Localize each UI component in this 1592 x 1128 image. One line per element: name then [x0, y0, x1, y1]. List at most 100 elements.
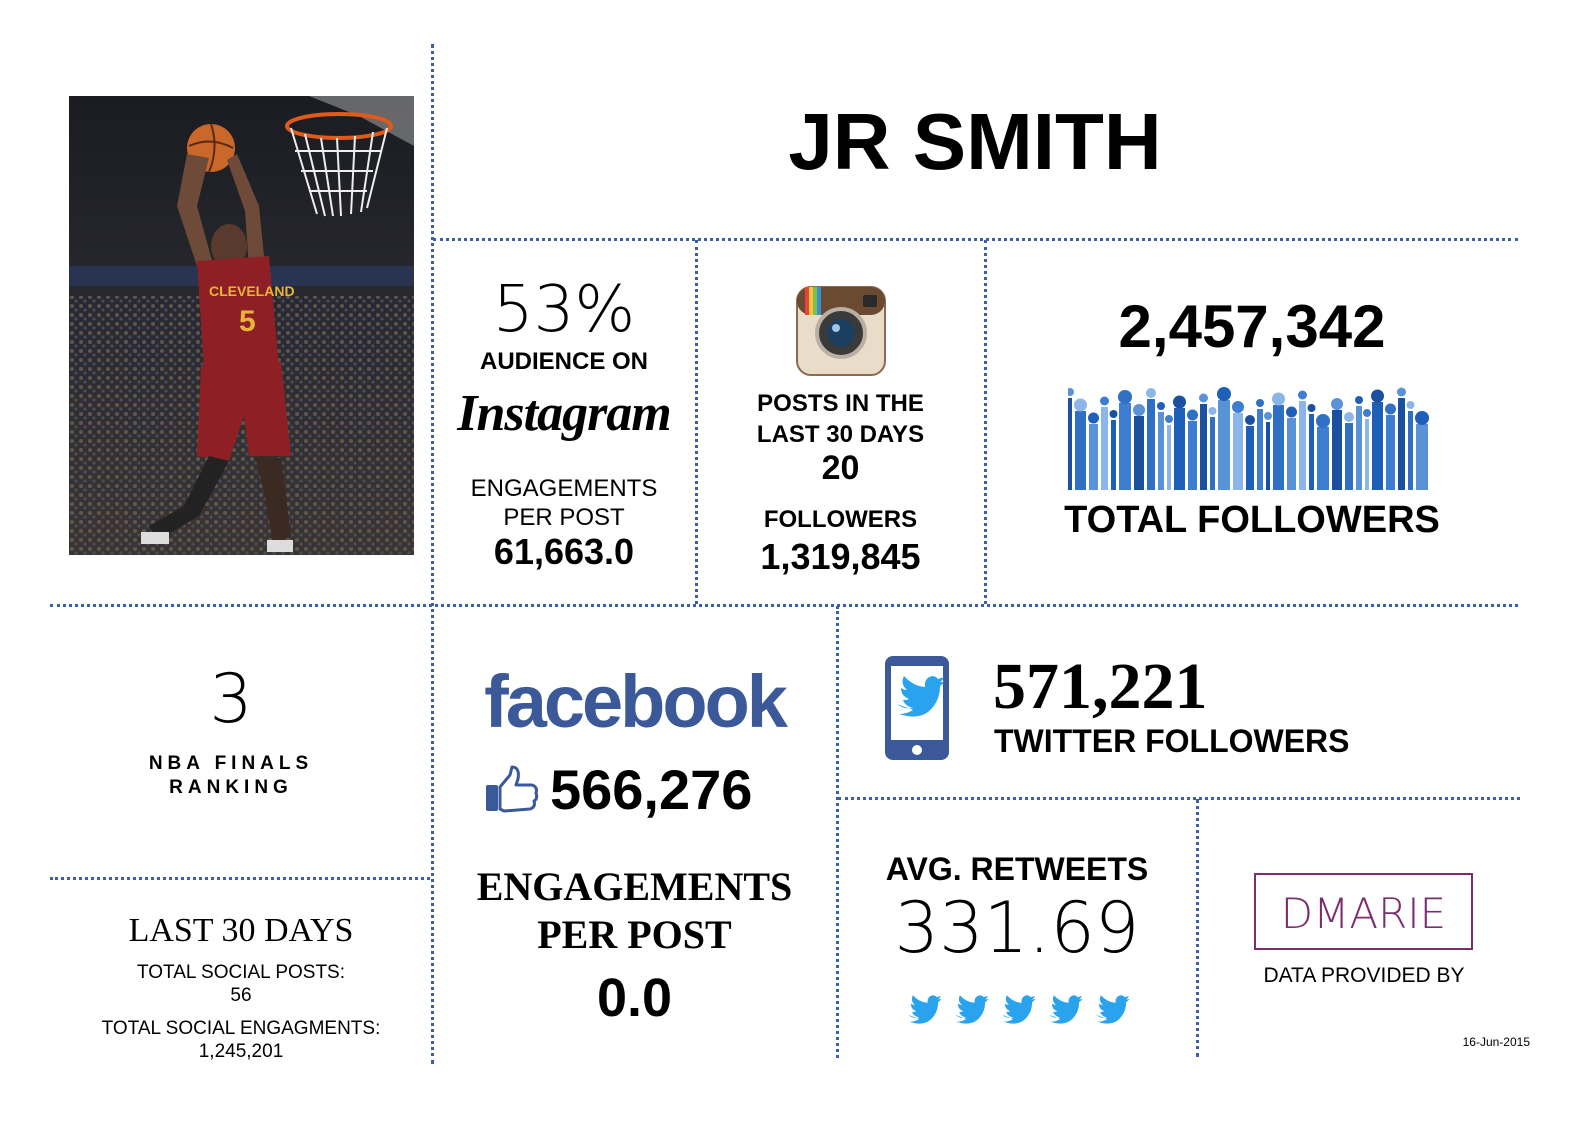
- label-line: LAST 30 DAYS: [756, 421, 925, 448]
- crowd-bar: [1266, 422, 1270, 490]
- crowd-bar: [1273, 405, 1284, 490]
- instagram-icon: [795, 285, 887, 377]
- label-line: NBA FINALS: [148, 753, 314, 774]
- divider: [431, 44, 434, 1064]
- label-line: PER POST: [537, 912, 732, 957]
- crowd-head: [1355, 396, 1363, 404]
- last30-posts-value: 56: [230, 985, 252, 1006]
- crowd-head: [1118, 390, 1132, 404]
- crowd-bar: [1068, 398, 1072, 490]
- crowd-head: [1165, 415, 1173, 423]
- crowd-bar: [1287, 418, 1296, 490]
- crowd-head: [1066, 388, 1074, 396]
- crowd-head: [1256, 399, 1264, 407]
- crowd-bar: [1233, 413, 1243, 490]
- crowd-head: [1363, 409, 1371, 417]
- crowd-head: [1199, 393, 1208, 403]
- crowd-head: [1371, 389, 1384, 403]
- facebook-engagements-value: 0.0: [596, 968, 673, 1028]
- twitter-bird-icon: [1096, 995, 1130, 1024]
- crowd-bar: [1317, 427, 1329, 490]
- facebook-logo: facebook: [484, 660, 788, 743]
- divider: [1196, 799, 1199, 1057]
- label-line: POSTS IN THE: [757, 390, 924, 417]
- instagram-audience-label: AUDIENCE ON: [479, 348, 648, 375]
- crowd-head: [1074, 398, 1087, 412]
- crowd-head: [1415, 411, 1429, 425]
- instagram-followers-value: 1,319,845: [760, 536, 921, 577]
- twitter-bird-icon: [1002, 995, 1036, 1024]
- crowd-head: [1307, 404, 1316, 412]
- provider-label: DATA PROVIDED BY: [1263, 964, 1465, 987]
- crowd-bar: [1119, 403, 1131, 490]
- crowd-head: [1286, 406, 1297, 418]
- crowd-head: [1331, 398, 1343, 410]
- instagram-audience-pct: 53%: [492, 273, 636, 347]
- crowd-head: [1397, 387, 1406, 397]
- jersey-number: 5: [239, 305, 256, 338]
- crowd-bar: [1147, 399, 1155, 490]
- crowd-head: [1272, 392, 1285, 406]
- crowd-bar: [1210, 417, 1215, 490]
- instagram-engagements-value: 61,663.0: [493, 531, 635, 572]
- jersey-text: CLEVELAND: [209, 283, 295, 299]
- total-followers-value: 2,457,342: [1118, 293, 1386, 360]
- facebook-likes: 566,276: [550, 758, 753, 821]
- twitter-bird-icon: [955, 995, 989, 1024]
- crowd-bar: [1158, 412, 1164, 490]
- crowd-head: [1264, 412, 1272, 420]
- crowd-head: [1344, 412, 1354, 422]
- twitter-followers-label: TWITTER FOLLOWERS: [994, 723, 1350, 759]
- crowd-bar: [1111, 420, 1116, 490]
- ranking-value: 3: [209, 660, 253, 739]
- twitter-retweets-value: 331.69: [894, 887, 1140, 969]
- divider: [984, 240, 987, 604]
- crowd-bar: [1188, 421, 1197, 490]
- twitter-phone-icon: [883, 654, 951, 762]
- crowd-bar: [1386, 415, 1395, 490]
- crowd-bar: [1089, 424, 1098, 490]
- label-line: PER POST: [503, 504, 625, 531]
- instagram-engagements-label: ENGAGEMENTS PER POST: [433, 474, 695, 532]
- divider: [50, 877, 430, 880]
- twitter-followers-value: 571,221: [993, 650, 1208, 723]
- twitter-retweets-label: AVG. RETWEETS: [885, 851, 1149, 887]
- instagram-posts-value: 20: [821, 449, 860, 487]
- instagram-followers-label: FOLLOWERS: [763, 506, 918, 533]
- player-photo: CLEVELAND 5: [69, 96, 414, 555]
- ranking-label: NBA FINALS RANKING: [50, 752, 412, 800]
- crowd-head: [1385, 403, 1396, 415]
- report-date: 16-Jun-2015: [1462, 1035, 1530, 1049]
- crowd-bar: [1246, 426, 1254, 490]
- crowd-head: [1232, 401, 1244, 413]
- crowd-bar: [1075, 411, 1086, 490]
- facebook-engagements-label: ENGAGEMENTS PER POST: [433, 863, 836, 959]
- divider: [836, 606, 839, 1058]
- crowd-head: [1217, 387, 1231, 401]
- crowd-graphic: [1066, 378, 1430, 490]
- label-line: ENGAGEMENTS: [470, 475, 658, 502]
- crowd-bar: [1408, 411, 1413, 490]
- crowd-bar: [1365, 419, 1369, 490]
- twitter-bird-row: [906, 994, 1136, 1030]
- crowd-head: [1298, 390, 1307, 400]
- crowd-bar: [1218, 400, 1230, 490]
- last30-title: LAST 30 DAYS: [128, 912, 354, 949]
- crowd-head: [1088, 412, 1099, 424]
- twitter-bird-icon: [1049, 995, 1083, 1024]
- crowd-bar: [1356, 406, 1362, 490]
- divider: [695, 240, 698, 604]
- crowd-head: [1133, 404, 1145, 416]
- crowd-bar: [1200, 404, 1207, 490]
- crowd-head: [1187, 409, 1198, 421]
- crowd-bar: [1174, 408, 1185, 490]
- crowd-bar: [1309, 414, 1314, 490]
- divider: [50, 604, 1518, 607]
- crowd-head: [1316, 414, 1330, 428]
- crowd-head: [1173, 395, 1186, 409]
- crowd-head: [1100, 396, 1109, 406]
- crowd-head: [1157, 402, 1165, 410]
- crowd-head: [1208, 407, 1217, 415]
- instagram-posts-label: POSTS IN THE LAST 30 DAYS: [697, 388, 984, 450]
- crowd-head: [1146, 388, 1156, 398]
